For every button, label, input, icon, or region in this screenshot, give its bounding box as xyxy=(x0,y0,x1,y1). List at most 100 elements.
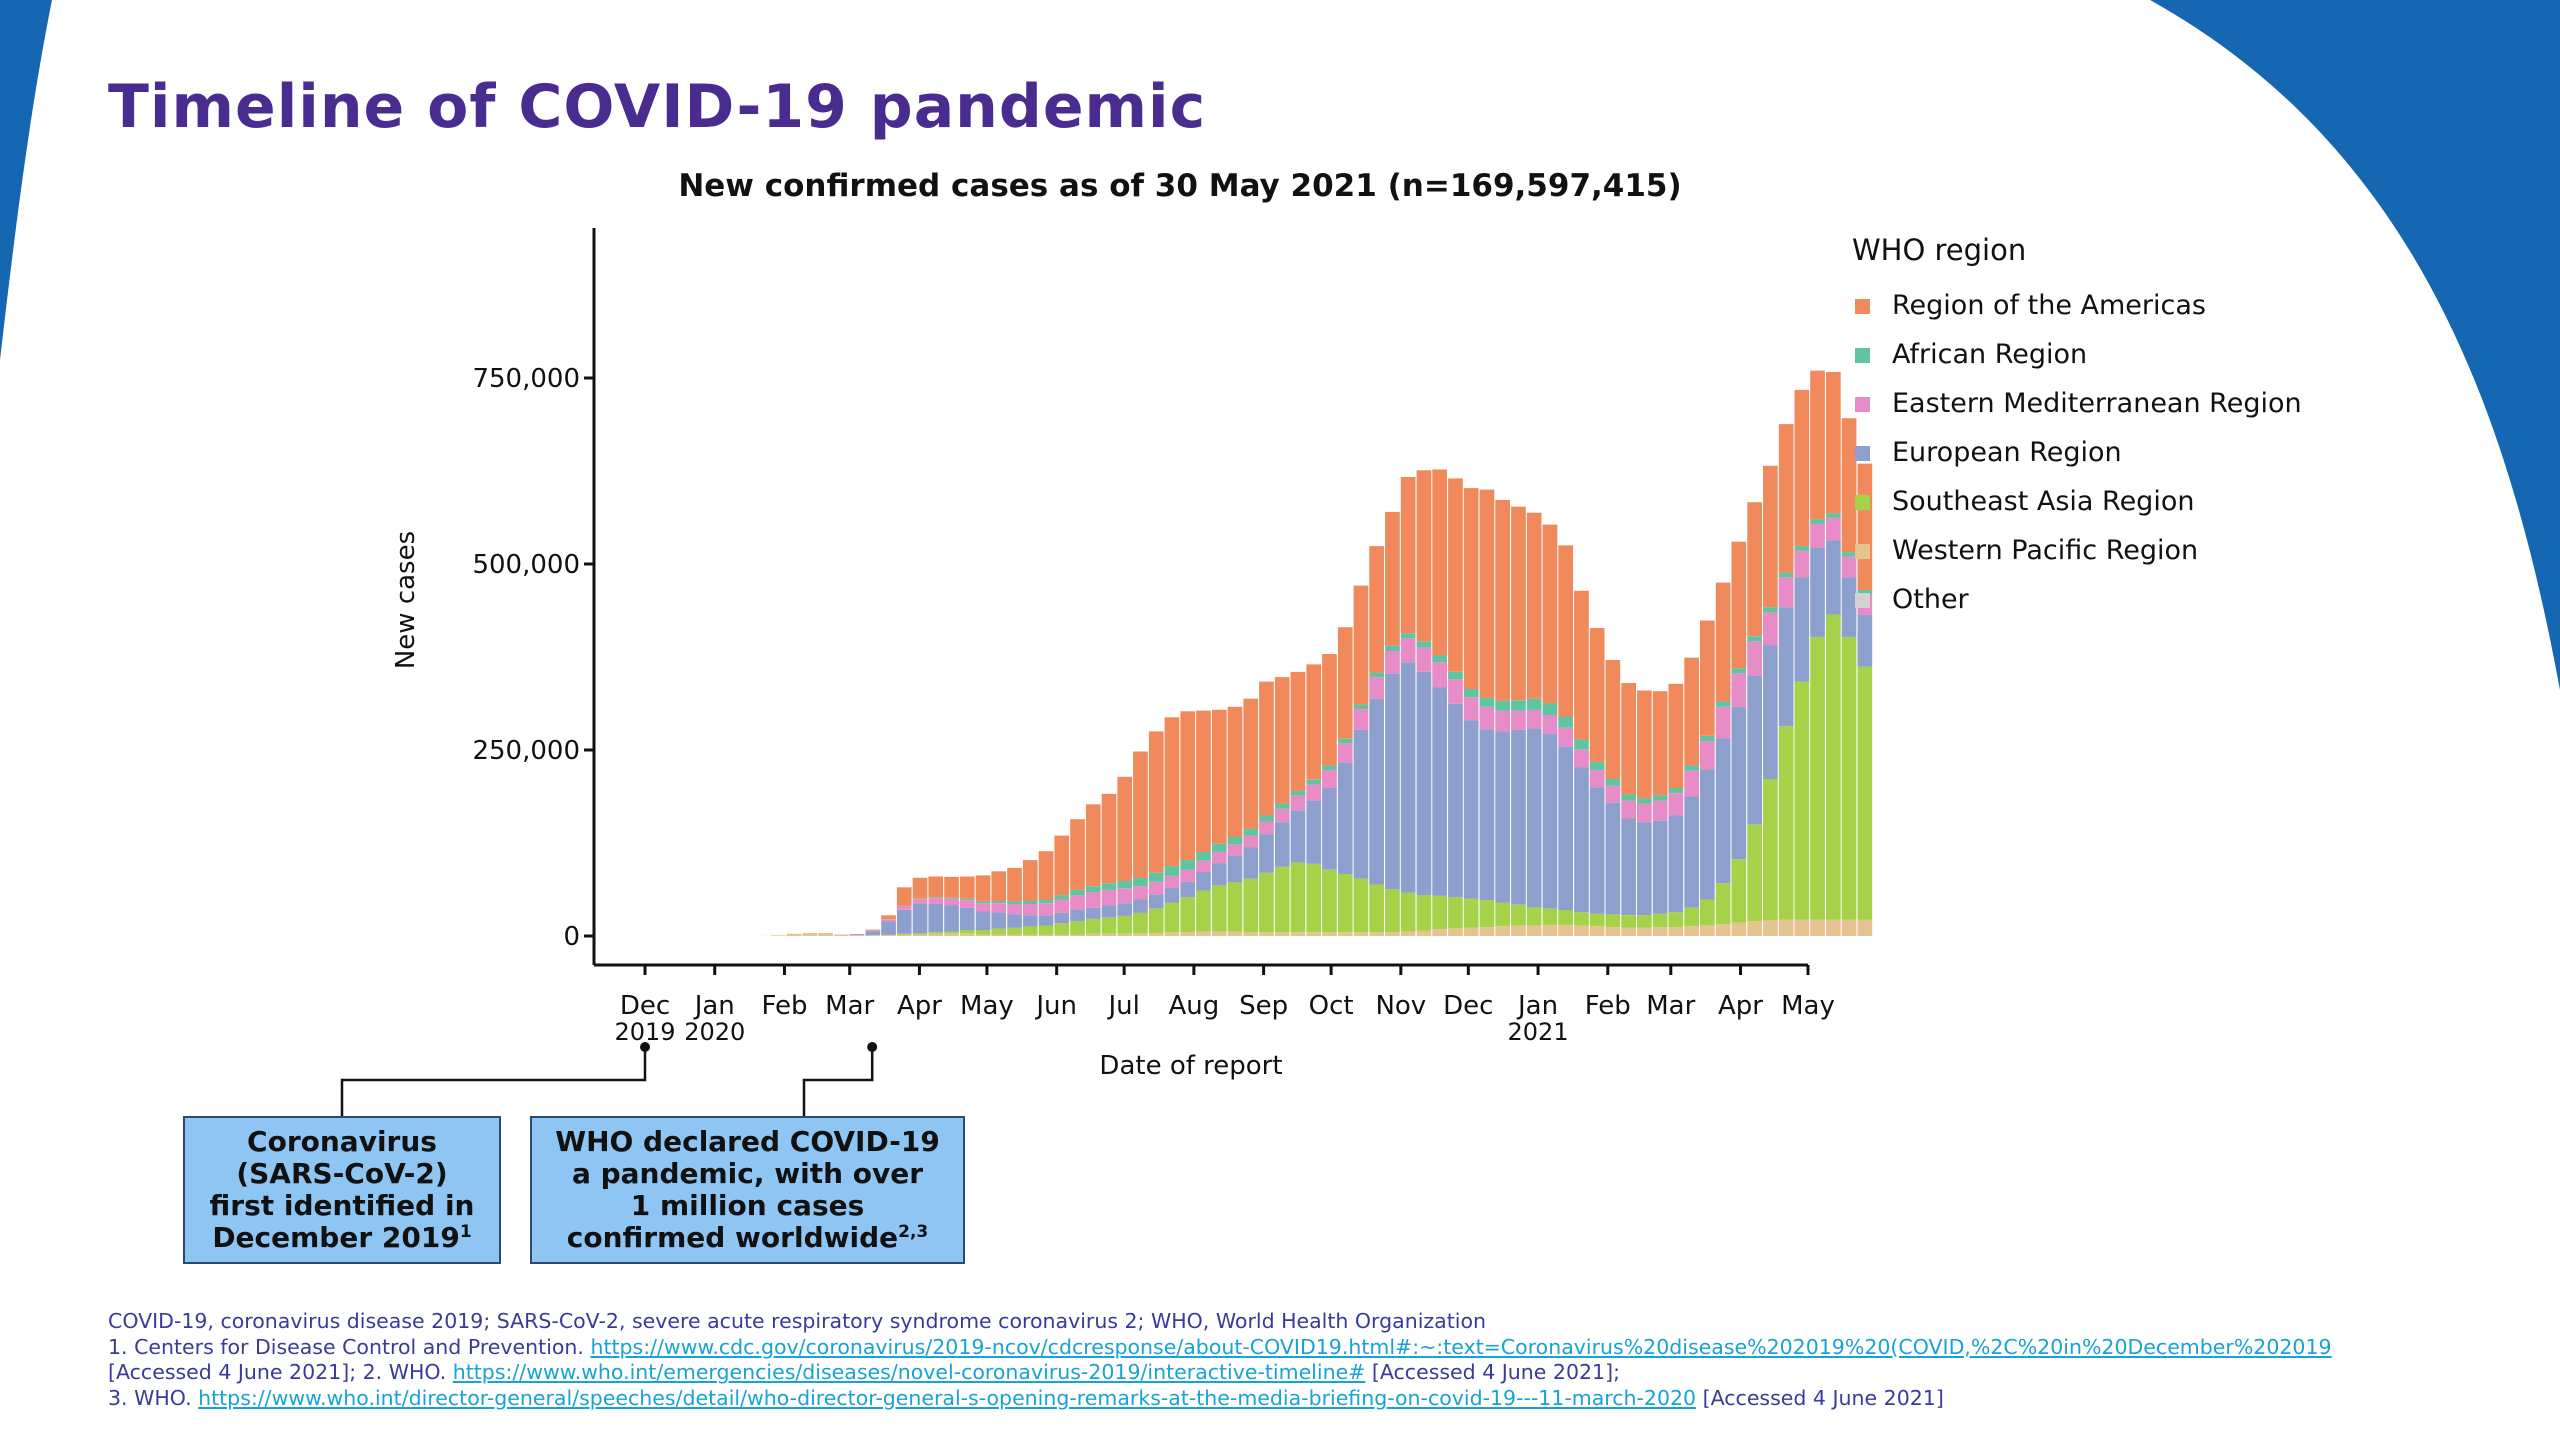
bar-segment xyxy=(1117,903,1133,916)
bar-segment xyxy=(1353,704,1369,710)
bar-segment xyxy=(1038,925,1054,935)
bar-segment xyxy=(1731,922,1747,936)
bar-segment xyxy=(1180,860,1196,870)
bar-segment xyxy=(1448,478,1463,672)
bar-segment xyxy=(1385,889,1400,933)
bar-segment xyxy=(1479,697,1495,707)
bar-segment xyxy=(1778,607,1794,727)
bar-segment xyxy=(944,933,959,936)
bar-segment xyxy=(1259,834,1274,873)
y-tick-label: 0 xyxy=(563,922,580,952)
bar-segment xyxy=(1117,880,1133,889)
footnote-ref3-link[interactable]: https://www.who.int/director-general/spe… xyxy=(198,1385,1697,1410)
chart-title: New confirmed cases as of 30 May 2021 (n… xyxy=(678,168,1681,204)
bar-segment xyxy=(1810,519,1825,524)
bar-segment xyxy=(1841,919,1857,936)
bar-segment xyxy=(959,930,975,934)
y-tick-label: 500,000 xyxy=(472,550,580,580)
bar-segment xyxy=(1826,372,1841,514)
footnote-ref2-link[interactable]: https://www.who.int/emergencies/diseases… xyxy=(452,1360,1366,1384)
bar-segment xyxy=(1322,654,1337,766)
bar-segment xyxy=(1479,900,1495,928)
callout-connector-line xyxy=(340,1047,647,1116)
bar-segment xyxy=(1038,851,1054,900)
bar-segment xyxy=(991,928,1007,935)
bar-segment xyxy=(1054,923,1070,935)
bar-segment xyxy=(1101,905,1117,918)
y-tick-label: 750,000 xyxy=(472,364,580,394)
bar-segment xyxy=(1400,662,1416,893)
x-tick-label: Jun xyxy=(1034,991,1077,1021)
bar-segment xyxy=(1290,795,1306,811)
bar-segment xyxy=(1416,470,1432,642)
bar-segment xyxy=(1637,927,1652,936)
bar-segment xyxy=(1259,872,1274,933)
bar-segment xyxy=(1337,762,1353,875)
bar-segment xyxy=(1763,612,1778,646)
bar-segment xyxy=(1589,628,1605,762)
bar-segment xyxy=(1211,885,1227,932)
bar-segment xyxy=(1022,860,1038,901)
bar-segment xyxy=(1054,934,1070,936)
bar-segment xyxy=(1684,657,1699,766)
bar-segment xyxy=(1070,819,1085,890)
bar-segment xyxy=(1511,729,1526,905)
bar-segment xyxy=(1400,638,1416,663)
callout-text-line: December 20191 xyxy=(212,1221,472,1254)
bar-segment xyxy=(1731,859,1747,923)
bar-segment xyxy=(1558,910,1573,925)
bar-segment xyxy=(1322,932,1337,936)
bar-segment xyxy=(1731,706,1747,860)
bar-segment xyxy=(1495,731,1510,903)
bar-segment xyxy=(1196,872,1211,891)
footnote-ref2: [Accessed 4 June 2021]; 2. WHO. https://… xyxy=(108,1360,2548,1386)
bar-segment xyxy=(1841,636,1857,920)
bar-segment xyxy=(944,905,959,932)
bar-segment xyxy=(1574,739,1589,750)
bar-segment xyxy=(1684,907,1699,927)
bar-segment xyxy=(1022,926,1038,935)
bar-segment xyxy=(1274,932,1290,936)
bar-segment xyxy=(1196,890,1211,932)
bar-segment xyxy=(1432,655,1447,663)
bar-segment xyxy=(1511,700,1526,711)
bar-segment xyxy=(1589,770,1605,788)
callout-first-identified: Coronavirus (SARS-CoV-2) first identified … xyxy=(183,1116,501,1264)
bar-segment xyxy=(1243,835,1259,848)
bar-segment xyxy=(1605,660,1621,779)
bar-segment xyxy=(1148,894,1164,909)
bar-segment xyxy=(912,899,928,904)
bar-segment xyxy=(1495,902,1510,927)
bar-segment xyxy=(1274,866,1290,933)
bar-segment xyxy=(1085,907,1101,919)
bar-segment xyxy=(1259,821,1274,834)
bar-segment xyxy=(1070,934,1085,936)
bar-segment xyxy=(1637,822,1652,916)
bar-segment xyxy=(1101,793,1117,884)
bar-segment xyxy=(1810,523,1825,548)
bar-segment xyxy=(1369,698,1384,885)
bars-layer xyxy=(755,370,1873,936)
bar-segment xyxy=(1353,878,1369,933)
legend-swatch xyxy=(1855,446,1870,461)
legend-label: Other xyxy=(1892,584,1970,615)
footnote-ref1: 1. Centers for Disease Control and Preve… xyxy=(108,1335,2548,1361)
bar-segment xyxy=(1574,590,1589,740)
bar-segment xyxy=(1227,844,1243,856)
bar-segment xyxy=(1007,914,1022,928)
bar-segment xyxy=(1432,469,1447,656)
bar-segment xyxy=(1479,706,1495,730)
bar-segment xyxy=(928,876,944,898)
footnote-ref1-link[interactable]: https://www.cdc.gov/coronavirus/2019-nco… xyxy=(590,1334,2332,1359)
bar-segment xyxy=(1148,881,1164,895)
bar-segment xyxy=(1574,767,1589,913)
bar-segment xyxy=(1337,874,1353,933)
legend-label: European Region xyxy=(1892,437,2122,468)
bar-segment xyxy=(1038,899,1054,904)
bar-segment xyxy=(1180,711,1196,861)
bar-segment xyxy=(1763,779,1778,921)
bar-segment xyxy=(959,876,975,899)
bar-segment xyxy=(1731,673,1747,707)
bar-segment xyxy=(1259,681,1274,816)
